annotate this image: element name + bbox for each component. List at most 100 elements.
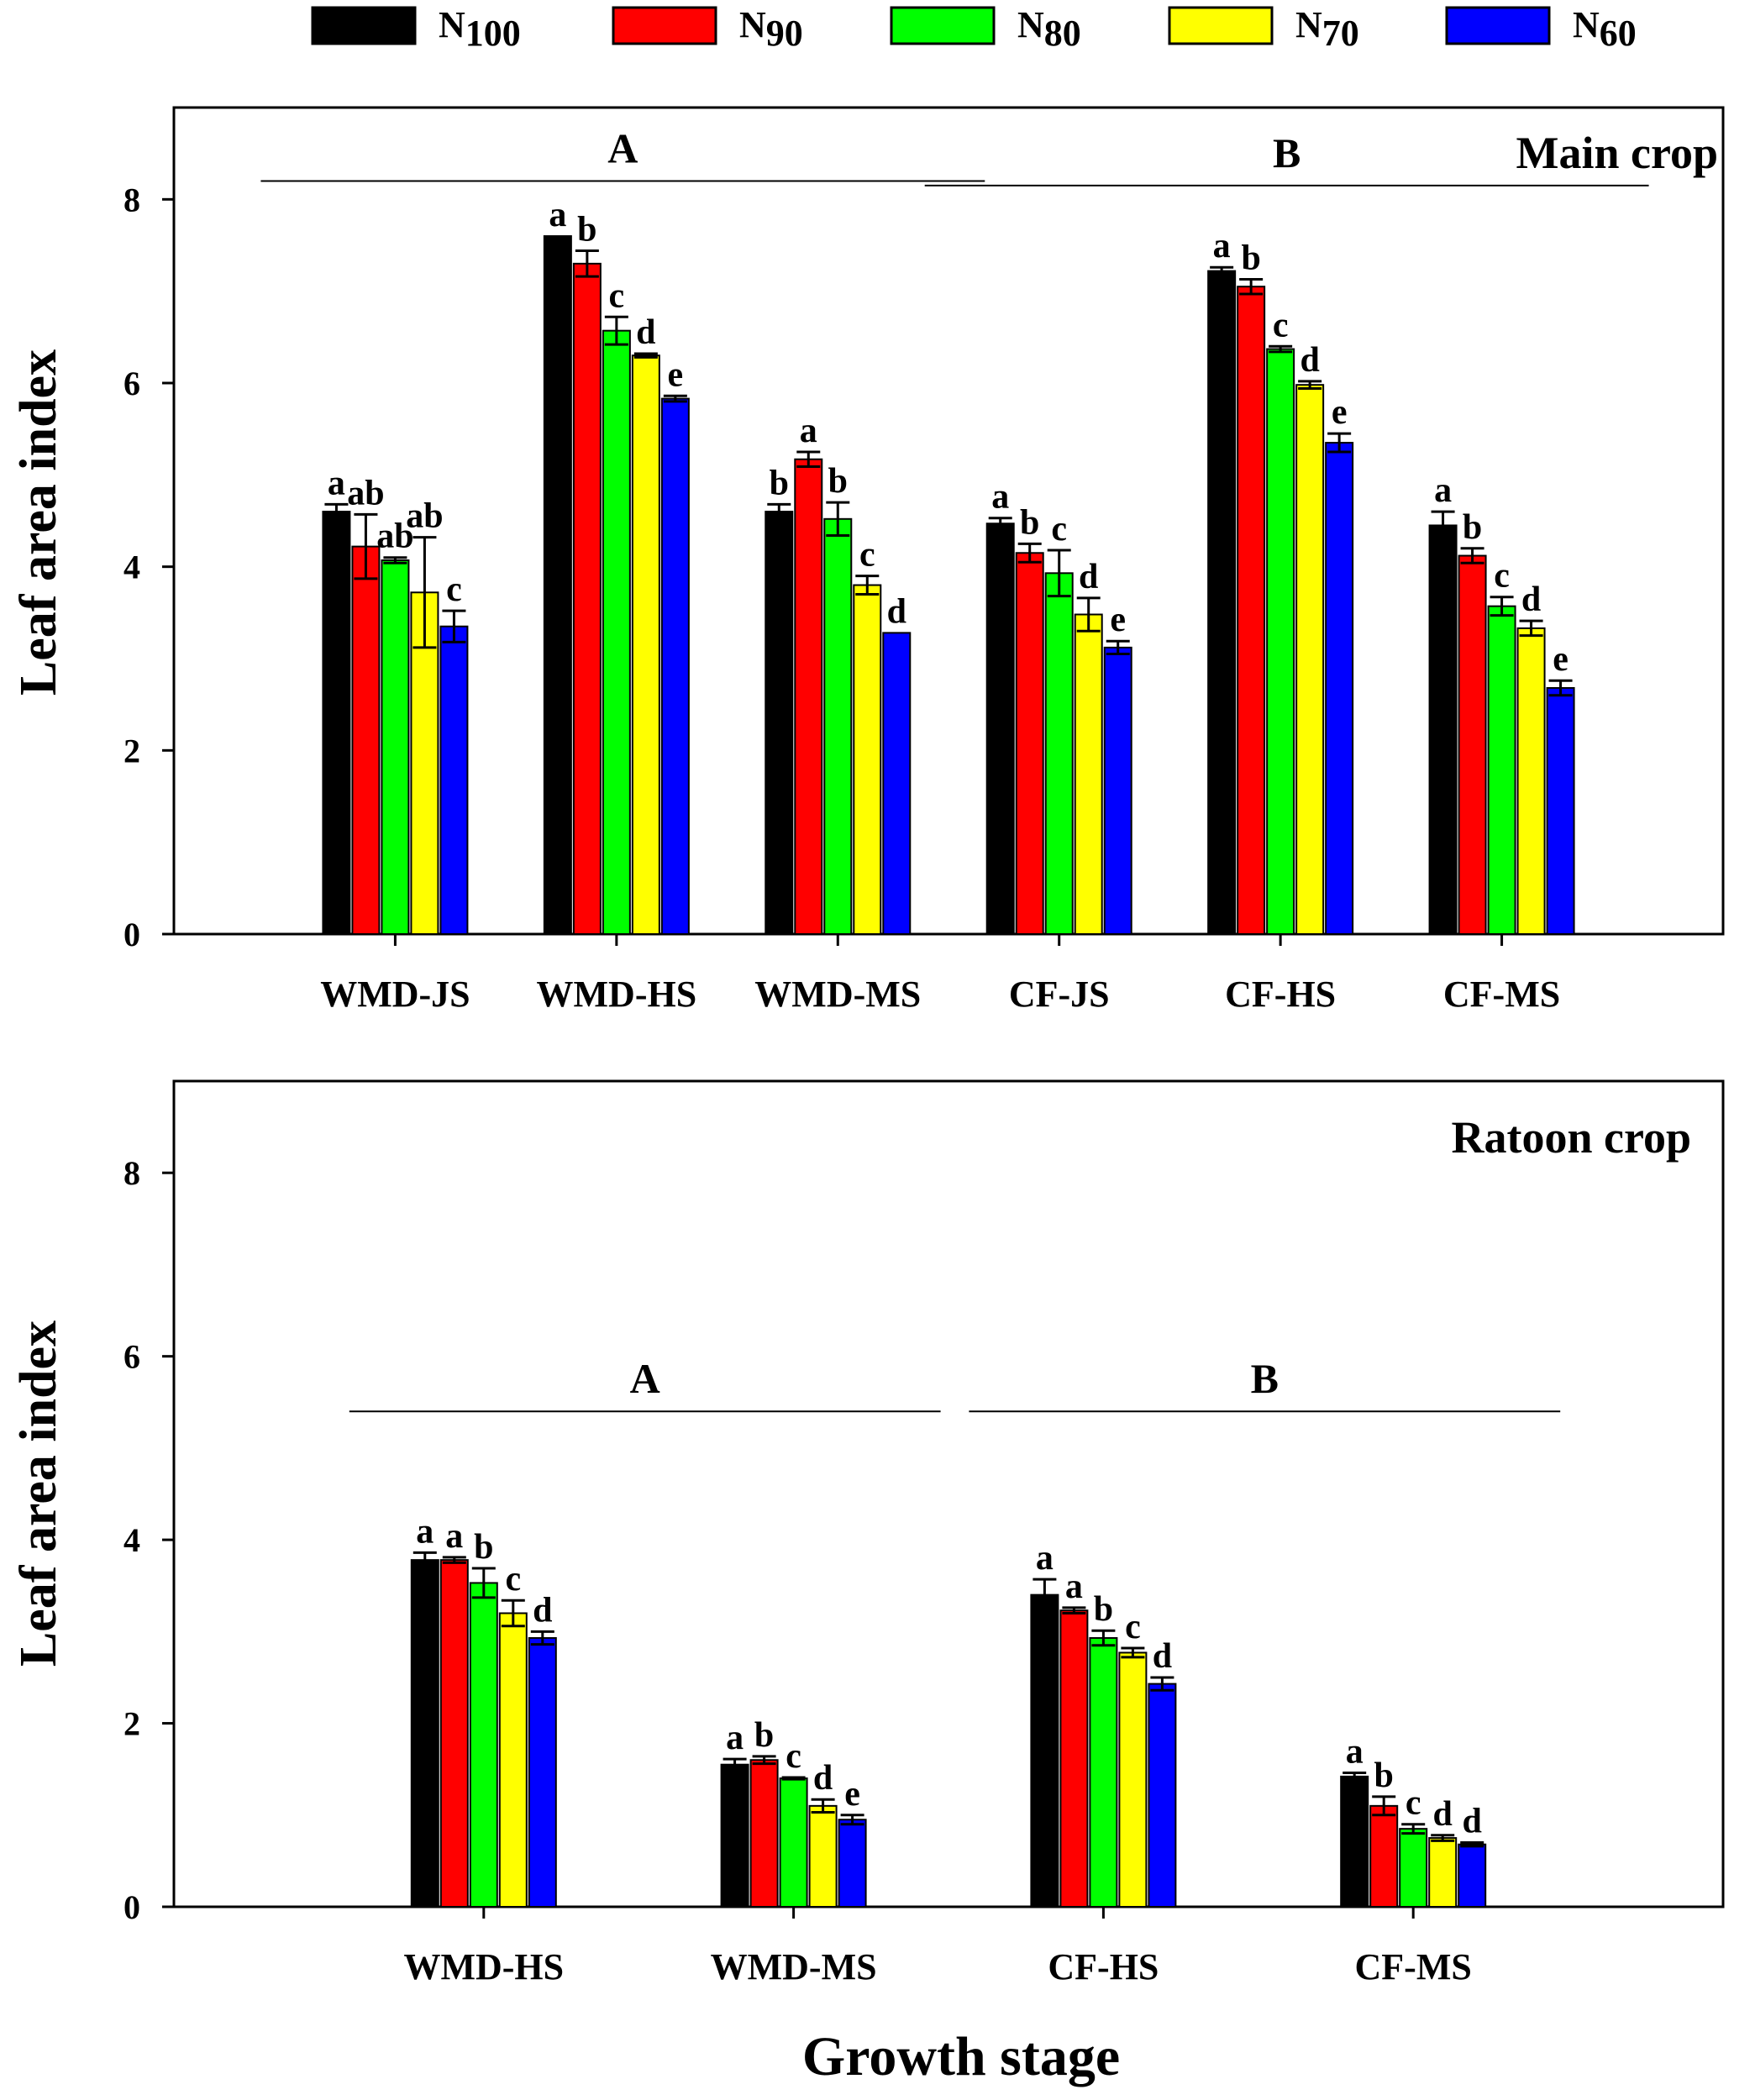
significance-letter: a bbox=[726, 1719, 744, 1757]
significance-letter: c bbox=[1273, 306, 1289, 344]
legend-label-subscript: 80 bbox=[1044, 13, 1081, 54]
bar-N90-CF-JS bbox=[1015, 552, 1044, 935]
bar-N90-CF-HS bbox=[1059, 1609, 1089, 1908]
bar-N70-CF-MS bbox=[1428, 1837, 1458, 1908]
significance-letter: d bbox=[1300, 341, 1319, 380]
legend-label-subscript: 90 bbox=[766, 13, 803, 54]
x-tick-label: WMD-HS bbox=[537, 974, 697, 1015]
legend-swatch-N70 bbox=[1168, 6, 1274, 45]
significance-letter: e bbox=[1110, 601, 1126, 639]
significance-letter: a bbox=[991, 478, 1009, 517]
legend-label-N60: N60 bbox=[1573, 4, 1637, 54]
bar-N80-WMD-HS bbox=[469, 1582, 498, 1908]
significance-letter: a bbox=[1434, 471, 1452, 510]
significance-letter: d bbox=[533, 1591, 552, 1630]
y-tick-label: 2 bbox=[123, 732, 140, 769]
bar-N60-CF-MS bbox=[1546, 686, 1575, 936]
significance-letter: b bbox=[754, 1716, 774, 1755]
bar-N70-CF-MS bbox=[1516, 627, 1546, 935]
bar-N80-CF-MS bbox=[1399, 1828, 1428, 1908]
legend-label-subscript: 100 bbox=[465, 13, 521, 54]
panel-title: Main crop bbox=[1516, 128, 1719, 178]
x-tick-label: CF-JS bbox=[1009, 974, 1110, 1015]
x-tick-label: CF-HS bbox=[1048, 1946, 1159, 1987]
y-tick-label: 4 bbox=[123, 549, 140, 586]
significance-letter: ab bbox=[406, 497, 443, 536]
significance-letter: b bbox=[828, 462, 848, 501]
significance-letter: a bbox=[1213, 227, 1231, 265]
legend-label-main: N bbox=[1573, 4, 1600, 45]
x-tick-label: WMD-HS bbox=[403, 1946, 564, 1987]
y-tick-label: 6 bbox=[123, 1338, 140, 1376]
bar-N70-CF-HS bbox=[1295, 384, 1325, 936]
bar-N60-CF-HS bbox=[1148, 1683, 1177, 1908]
significance-letter: a bbox=[800, 412, 817, 450]
significance-letter: a bbox=[328, 464, 345, 502]
significance-letter: e bbox=[844, 1775, 860, 1814]
y-tick-label: 6 bbox=[123, 365, 140, 402]
bar-N60-WMD-HS bbox=[660, 397, 690, 935]
bar-N90-CF-MS bbox=[1369, 1804, 1399, 1908]
bar-N80-WMD-MS bbox=[779, 1777, 808, 1908]
significance-letter: c bbox=[1406, 1784, 1421, 1823]
significance-letter: b bbox=[770, 464, 789, 502]
significance-letter: a bbox=[1346, 1733, 1364, 1772]
bar-N90-WMD-MS bbox=[749, 1759, 779, 1908]
significance-letter: c bbox=[859, 536, 875, 575]
bar-N100-CF-MS bbox=[1340, 1775, 1369, 1908]
y-tick-label: 2 bbox=[123, 1705, 140, 1743]
x-axis-title: Growth stage bbox=[802, 2026, 1120, 2087]
y-tick-label: 0 bbox=[123, 916, 140, 953]
significance-letter: e bbox=[1332, 393, 1348, 432]
significance-letter: ab bbox=[347, 474, 384, 512]
x-tick-label: WMD-MS bbox=[711, 1946, 877, 1987]
group-label-B: B bbox=[1251, 1355, 1279, 1402]
bar-N90-CF-MS bbox=[1458, 554, 1487, 936]
bar-N100-WMD-MS bbox=[765, 511, 794, 935]
significance-letter: e bbox=[668, 355, 684, 394]
bar-N100-WMD-HS bbox=[543, 235, 572, 936]
bar-N70-WMD-MS bbox=[808, 1804, 838, 1908]
legend-label-N80: N80 bbox=[1017, 4, 1081, 54]
significance-letter: a bbox=[445, 1517, 463, 1556]
significance-letter: b bbox=[474, 1528, 493, 1567]
bar-N90-CF-HS bbox=[1237, 286, 1266, 935]
group-label-A: A bbox=[607, 124, 638, 171]
x-tick-label: WMD-JS bbox=[320, 974, 470, 1015]
legend-label-main: N bbox=[439, 4, 465, 45]
bar-N60-WMD-JS bbox=[439, 625, 469, 935]
legend-label-N90: N90 bbox=[739, 4, 803, 54]
bar-N60-CF-HS bbox=[1325, 442, 1354, 935]
legend-swatch-N100 bbox=[311, 6, 417, 45]
bar-N80-CF-HS bbox=[1266, 348, 1295, 935]
bar-N70-CF-JS bbox=[1074, 613, 1103, 936]
bar-N60-CF-MS bbox=[1458, 1843, 1487, 1908]
significance-letter: b bbox=[1463, 508, 1482, 547]
bar-N60-CF-JS bbox=[1103, 646, 1132, 935]
bar-N80-WMD-MS bbox=[823, 517, 853, 936]
bar-N70-WMD-MS bbox=[853, 584, 882, 935]
bar-N90-WMD-HS bbox=[439, 1559, 469, 1908]
significance-letter: c bbox=[1494, 557, 1510, 596]
x-tick-label: CF-MS bbox=[1355, 1946, 1472, 1987]
y-axis-title: Leaf area index bbox=[10, 349, 67, 696]
bar-N70-WMD-HS bbox=[631, 354, 660, 935]
bar-N100-CF-JS bbox=[985, 522, 1015, 936]
bar-N100-WMD-HS bbox=[410, 1559, 439, 1908]
plot-frame bbox=[172, 106, 1725, 936]
significance-letter: c bbox=[505, 1560, 521, 1599]
significance-letter: a bbox=[1065, 1567, 1083, 1606]
x-tick-label: CF-MS bbox=[1443, 974, 1560, 1015]
significance-letter: e bbox=[1553, 640, 1568, 679]
bar-N70-CF-HS bbox=[1118, 1651, 1148, 1908]
x-tick-label: WMD-MS bbox=[754, 974, 921, 1015]
bar-N70-WMD-HS bbox=[498, 1612, 528, 1908]
bar-N60-WMD-MS bbox=[882, 632, 912, 935]
y-axis-title: Leaf area index bbox=[10, 1320, 67, 1667]
group-label-A: A bbox=[630, 1355, 660, 1402]
legend-label-subscript: 60 bbox=[1600, 13, 1637, 54]
significance-letter: d bbox=[1079, 558, 1098, 596]
bar-N60-WMD-HS bbox=[528, 1636, 557, 1908]
